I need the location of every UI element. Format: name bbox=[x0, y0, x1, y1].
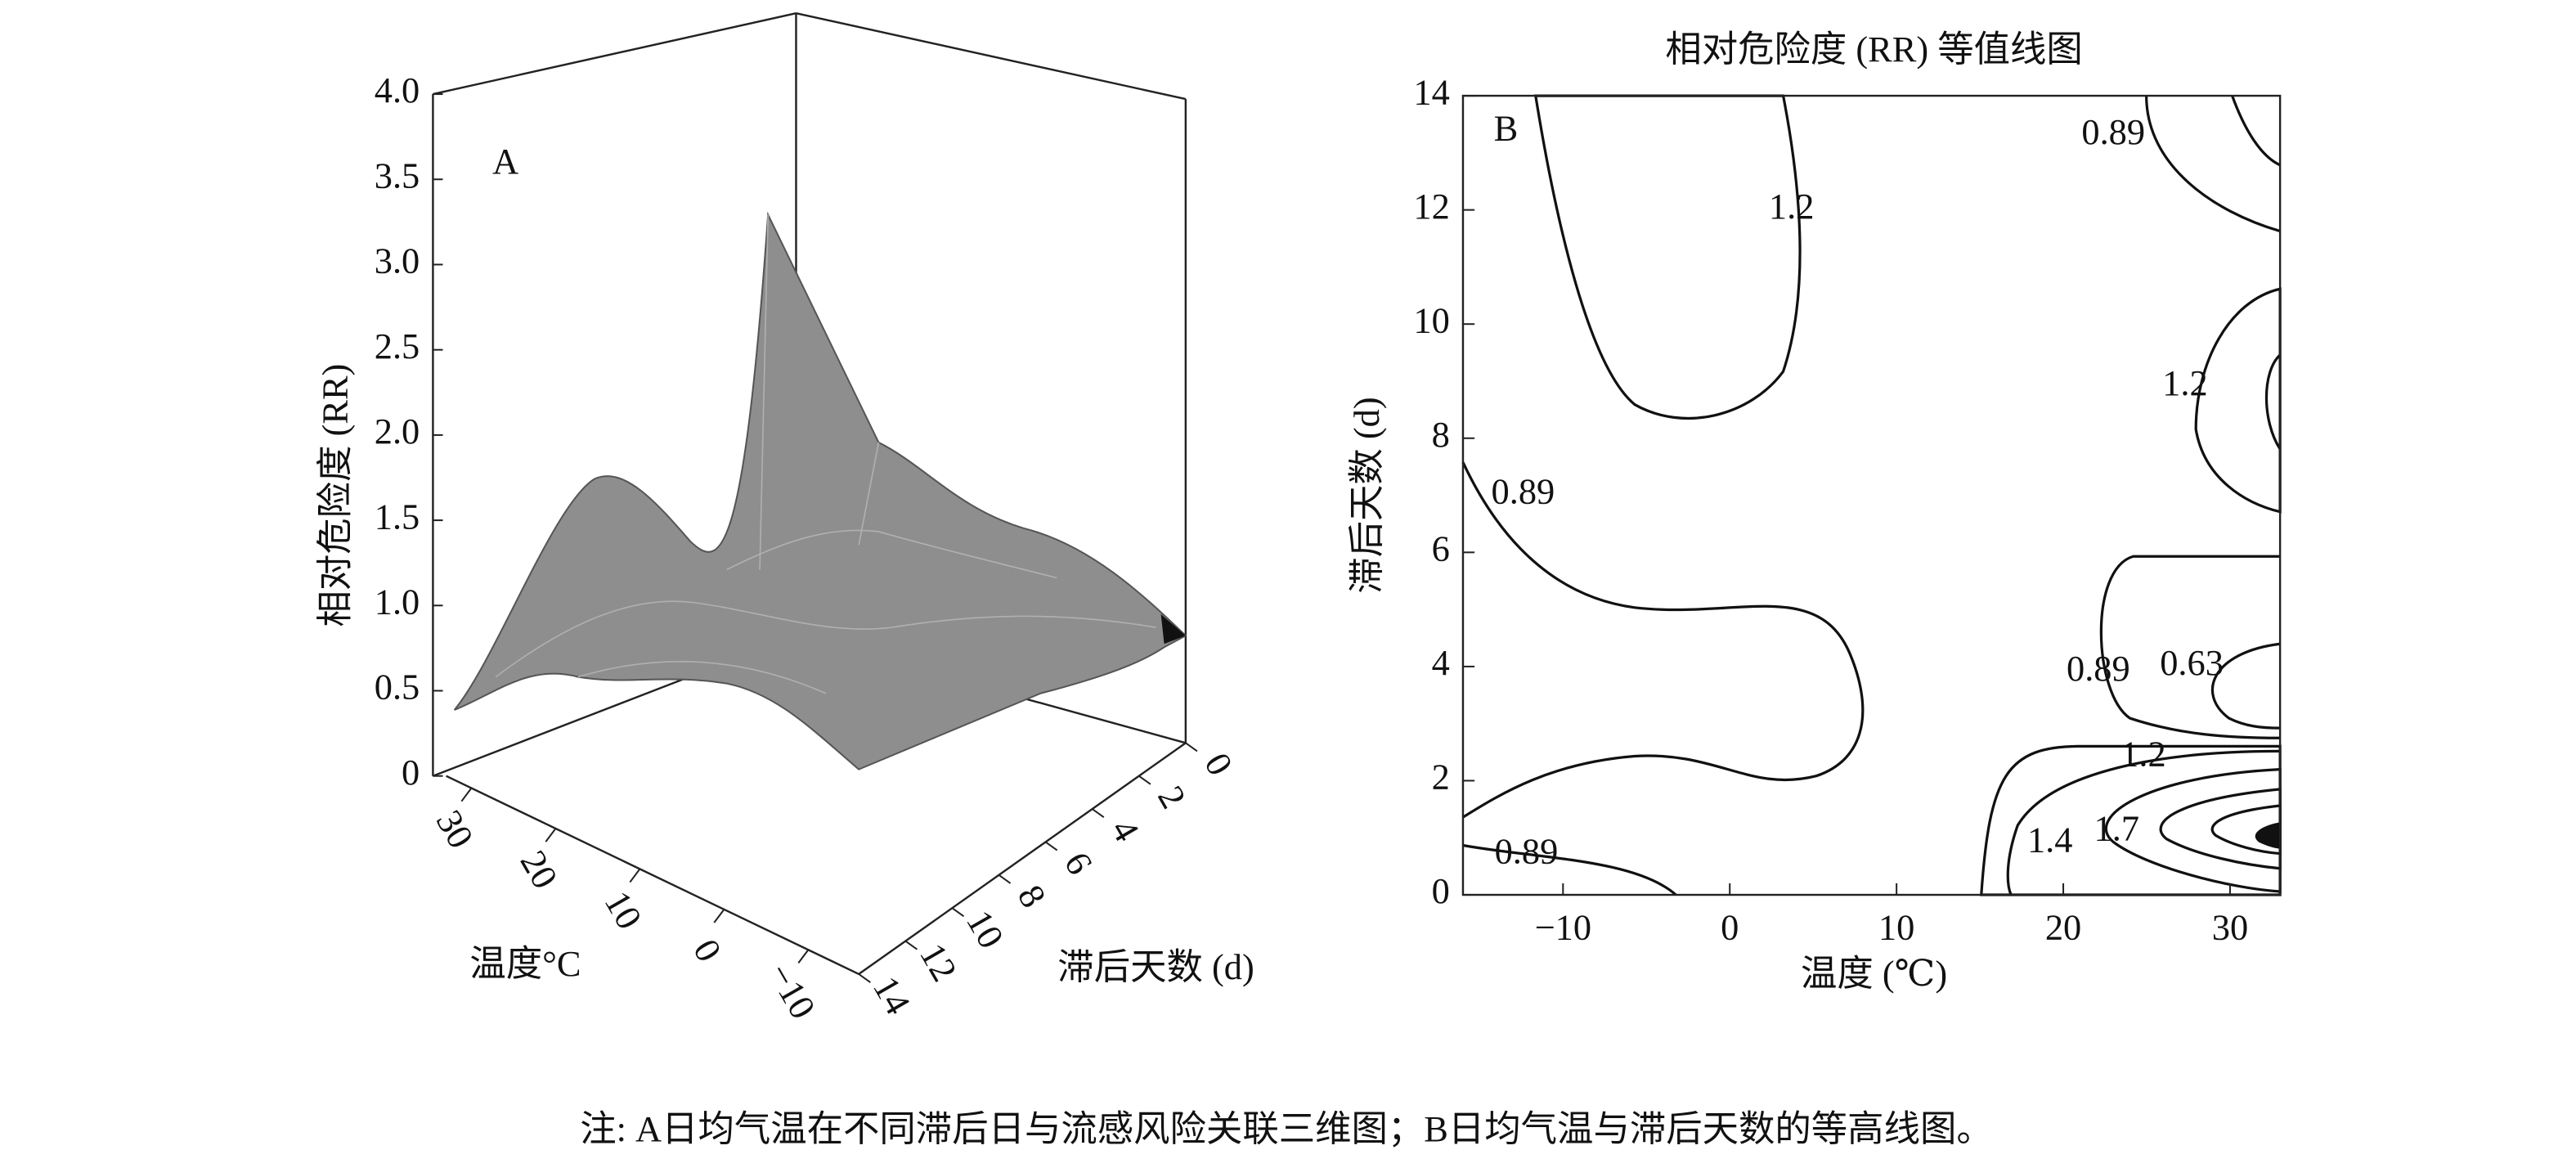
contour-label: 1.2 bbox=[2162, 362, 2208, 403]
contour-label: 1.4 bbox=[2027, 819, 2072, 860]
x-tick-label: 0 bbox=[685, 932, 729, 968]
contour-label: 0.63 bbox=[2160, 642, 2224, 683]
y-tick-label: 14 bbox=[1413, 71, 1449, 112]
panel-label: A bbox=[492, 141, 518, 182]
y-axis-label: 滞后天数 (d) bbox=[1346, 397, 1387, 593]
caption: 注: A日均气温在不同滞后日与流感风险关联三维图；B日均气温与滞后天数的等高线图… bbox=[580, 1108, 1993, 1149]
x-tick-label: 30 bbox=[2212, 907, 2248, 948]
z-tick-label: 4.0 bbox=[375, 70, 420, 110]
y-axis-label: 滞后天数 (d) bbox=[1057, 946, 1254, 987]
contour-label: 0.89 bbox=[1495, 830, 1559, 871]
contour-label: 1.2 bbox=[2120, 734, 2165, 775]
y-tick-label: 12 bbox=[912, 937, 965, 988]
chart-title: 相对危险度 (RR) 等值线图 bbox=[1665, 29, 2082, 70]
z-tick-label: 0.5 bbox=[375, 667, 420, 708]
x-tick bbox=[545, 828, 557, 842]
x-tick-label: 10 bbox=[1878, 907, 1914, 948]
y-tick-label: 8 bbox=[1010, 878, 1054, 914]
surface bbox=[453, 211, 1187, 770]
y-tick bbox=[904, 940, 918, 950]
y-tick bbox=[998, 874, 1012, 884]
x-tick bbox=[713, 909, 725, 923]
x-tick-label: 20 bbox=[2045, 907, 2081, 948]
y-tick-label: 4 bbox=[1432, 642, 1450, 683]
y-tick bbox=[1044, 841, 1058, 851]
y-tick-label: 4 bbox=[1103, 812, 1147, 848]
y-tick-label: 0 bbox=[1196, 746, 1241, 782]
y-tick bbox=[1092, 808, 1105, 818]
contour-label: 1.2 bbox=[1769, 186, 1814, 227]
z-tick-label: 2.0 bbox=[375, 411, 420, 451]
contour-label: 0.89 bbox=[2081, 111, 2145, 152]
panel-label: B bbox=[1494, 108, 1519, 149]
y-tick-label: 0 bbox=[1432, 870, 1450, 911]
y-tick-label: 2 bbox=[1150, 779, 1194, 815]
y-tick bbox=[1138, 775, 1151, 785]
z-tick-label: 3.0 bbox=[375, 240, 420, 281]
y-tick bbox=[1185, 742, 1198, 752]
x-tick-label: −10 bbox=[760, 956, 824, 1026]
y-tick-label: 8 bbox=[1432, 414, 1450, 455]
z-axis-label: 相对危险度 (RR) bbox=[315, 364, 356, 627]
contour-label: 0.89 bbox=[1492, 471, 1555, 512]
x-tick-label: −10 bbox=[1535, 907, 1591, 948]
y-tick-label: 14 bbox=[865, 969, 918, 1021]
plot-frame bbox=[1461, 94, 2282, 896]
x-axis-label: 温度 (℃) bbox=[1801, 953, 1947, 994]
z-tick-label: 1.0 bbox=[375, 581, 420, 622]
x-tick bbox=[629, 868, 641, 883]
z-tick-label: 2.5 bbox=[375, 326, 420, 366]
x-tick bbox=[797, 949, 810, 964]
x-tick-label: 0 bbox=[1721, 907, 1739, 948]
x-tick-label: 20 bbox=[513, 843, 566, 895]
z-tick-label: 1.5 bbox=[375, 496, 420, 537]
y-tick-label: 6 bbox=[1057, 845, 1101, 881]
x-tick-label: 10 bbox=[597, 884, 650, 936]
y-tick-label: 10 bbox=[958, 903, 1012, 955]
x-axis-label: 温度°C bbox=[469, 943, 581, 984]
contour-label: 0.89 bbox=[2067, 648, 2130, 689]
x-tick-label: 30 bbox=[429, 803, 482, 855]
x-tick bbox=[460, 787, 473, 802]
y-tick-label: 10 bbox=[1413, 299, 1449, 340]
y-tick-label: 2 bbox=[1432, 757, 1450, 797]
contour-shapes bbox=[1461, 94, 2282, 896]
z-tick-label: 3.5 bbox=[375, 155, 420, 195]
y-tick-label: 6 bbox=[1432, 528, 1450, 569]
y-tick-label: 12 bbox=[1413, 186, 1449, 227]
contour-label: 1.7 bbox=[2094, 807, 2139, 848]
z-tick-label: 0 bbox=[402, 752, 420, 793]
y-tick bbox=[951, 907, 965, 918]
y-tick bbox=[858, 973, 871, 983]
